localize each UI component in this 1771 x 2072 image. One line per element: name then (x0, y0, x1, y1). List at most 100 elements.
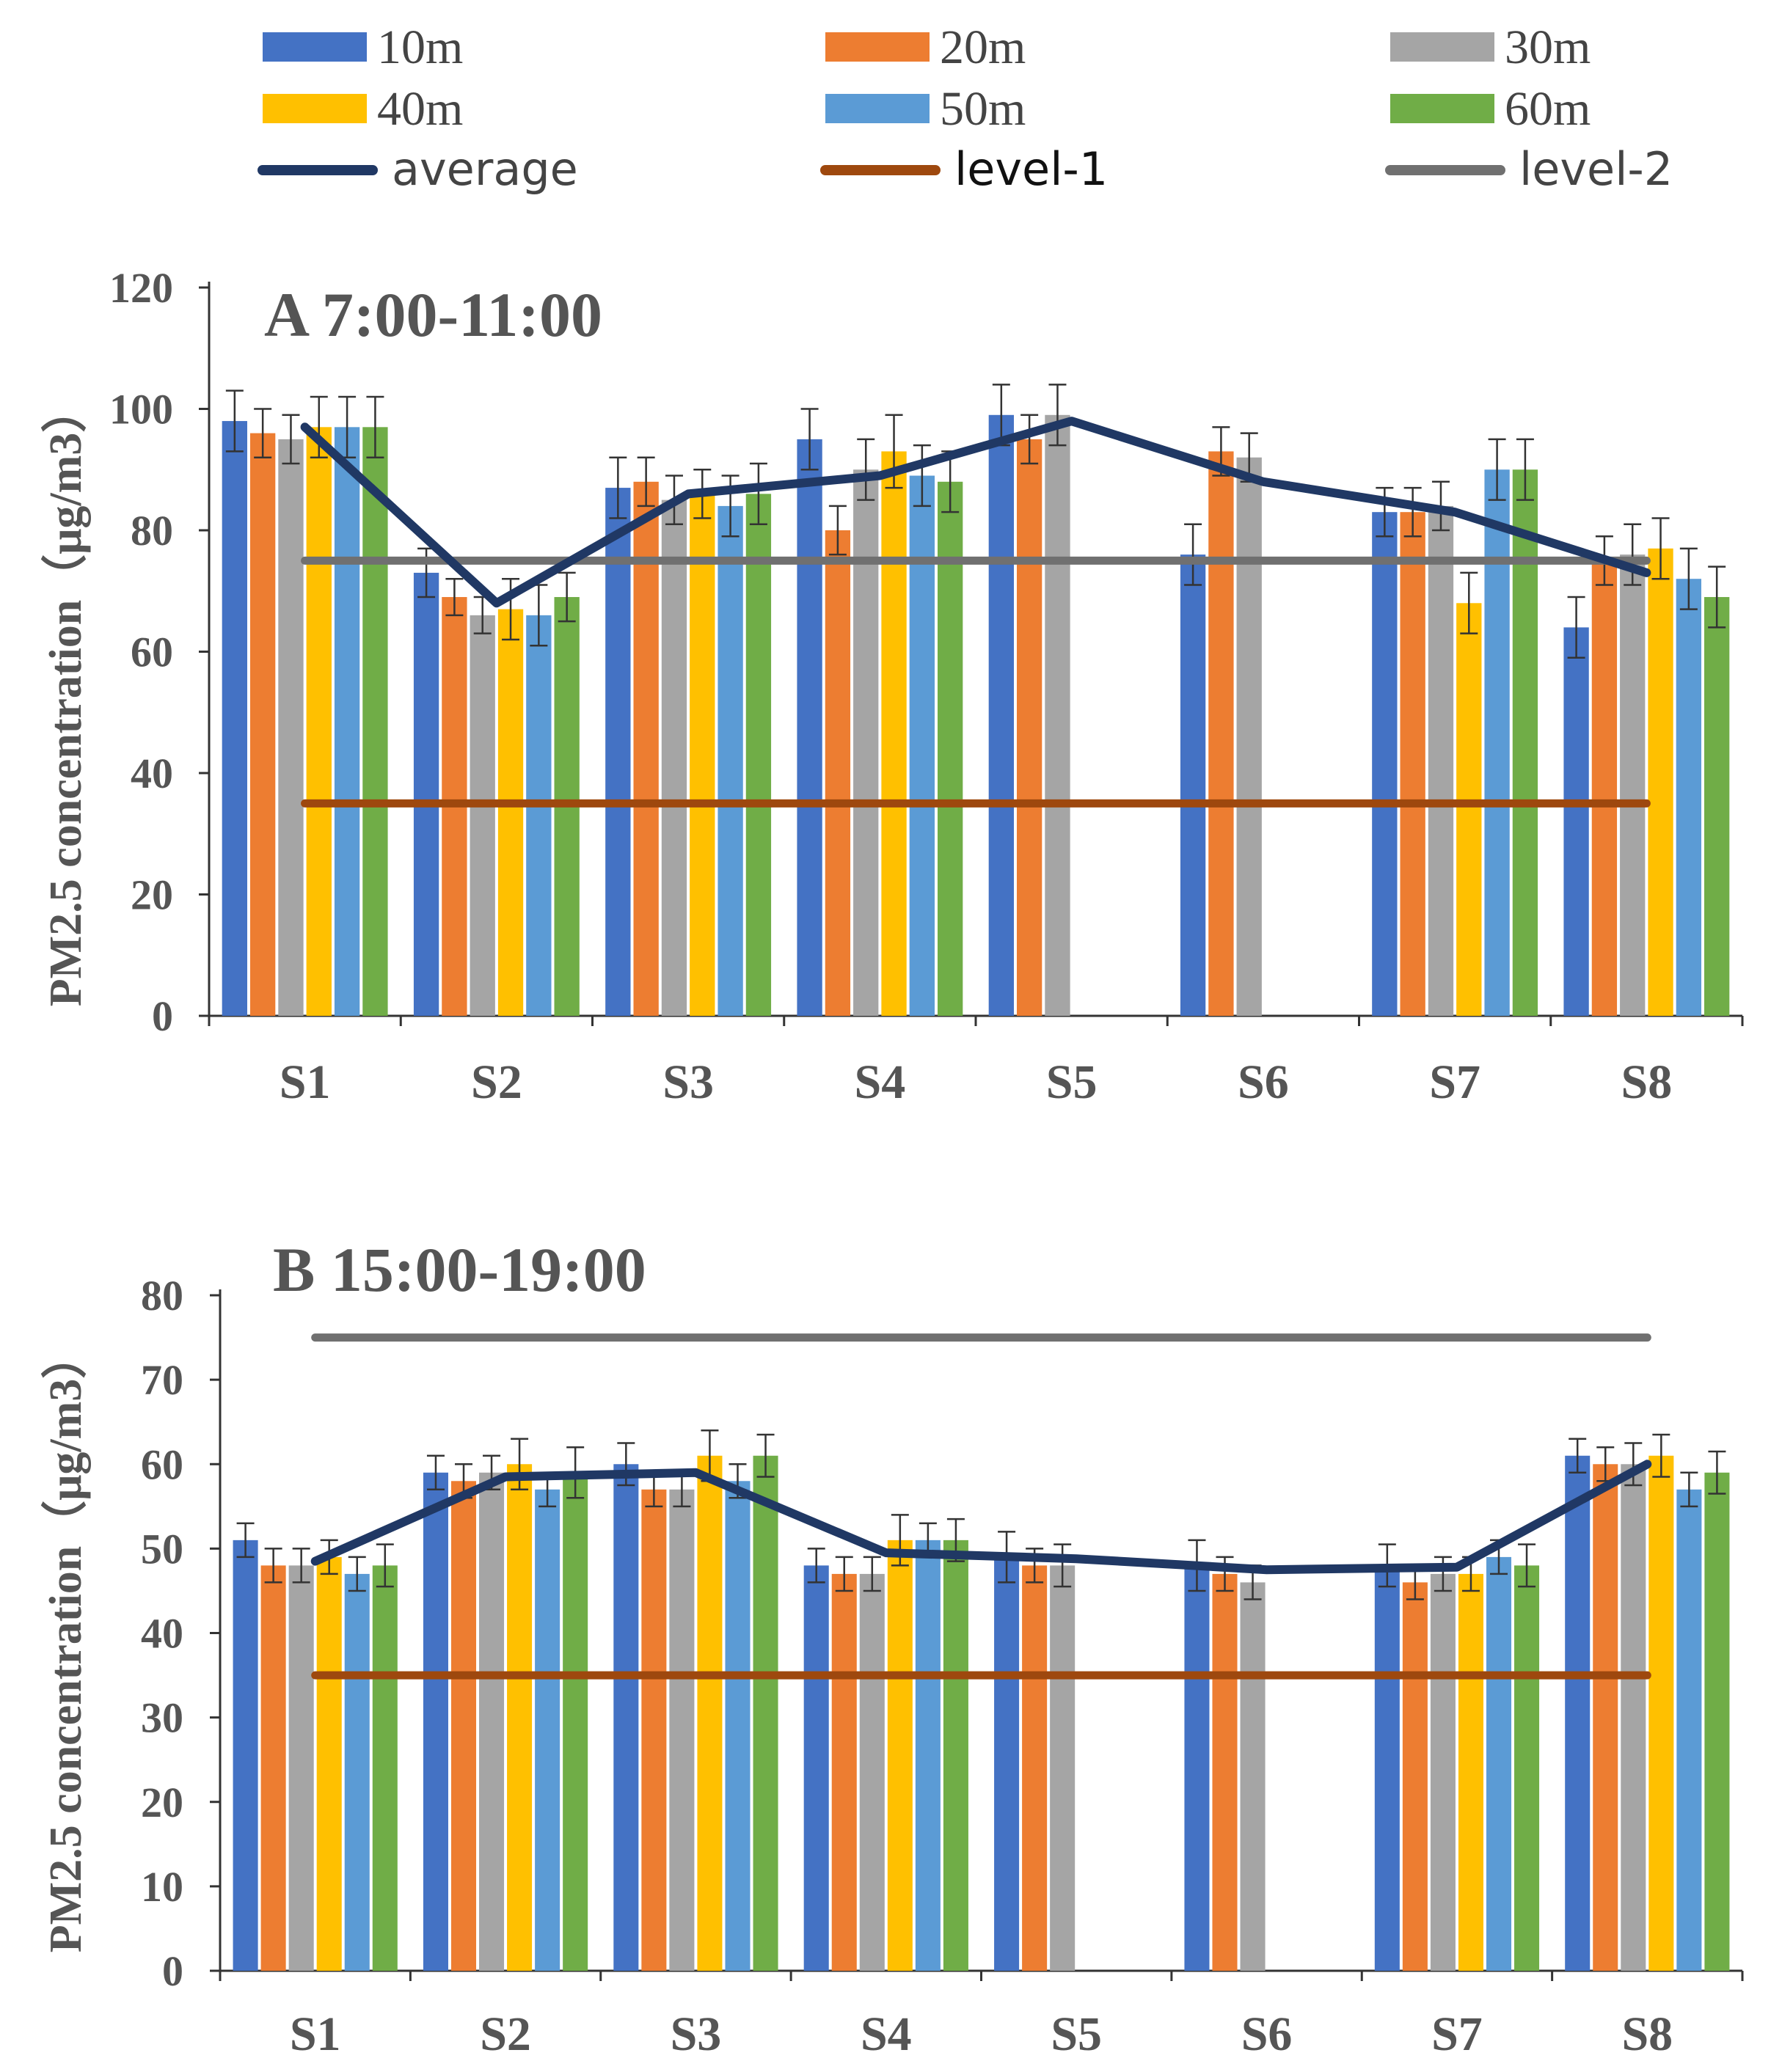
legend-40m-swatch (263, 94, 367, 123)
legend-level-2-label: level-2 (1519, 142, 1673, 196)
panel-b-bar-30m (288, 1565, 314, 1971)
panel-a-bar-20m (825, 530, 851, 1016)
panel-a-bar-40m (881, 451, 907, 1016)
panel-a-bar-40m (306, 427, 332, 1016)
panel-a-bar-60m (745, 494, 772, 1016)
panel-b-bar-30m (669, 1489, 695, 1971)
panel-b-bar-10m (1374, 1565, 1400, 1971)
panel-b-bar-50m (344, 1573, 370, 1971)
panel-b-bar-10m (613, 1464, 639, 1971)
panel-a-category-label: S2 (471, 1055, 522, 1109)
panel-b-title: B 15:00-19:00 (273, 1234, 646, 1305)
panel-b-bar-60m (943, 1540, 968, 1971)
panel-b-bar-60m (563, 1472, 588, 1971)
panel-a-ytick-label: 80 (131, 507, 173, 554)
panel-a-bar-30m (1236, 457, 1262, 1016)
panel-b-category-label: S7 (1431, 2007, 1483, 2061)
panel-b-bar-20m (1212, 1573, 1238, 1971)
panel-b-bar-30m (859, 1573, 885, 1971)
panel-b-bar-10m (1184, 1565, 1210, 1971)
legend: 10m 20m 30m 40m 50m 60m average level-1 level-2 (258, 21, 1673, 196)
panel-b-bar-10m (233, 1540, 258, 1971)
panel-a-bar-10m (797, 439, 822, 1016)
panel-b-bar-50m (535, 1489, 560, 1971)
legend-60m-swatch (1390, 94, 1494, 123)
panel-a-bar-50m (1676, 579, 1702, 1016)
legend-50m-label: 50m (940, 82, 1026, 136)
panel-a-bar-30m (470, 615, 495, 1016)
panel-b-bar-10m (803, 1565, 829, 1971)
panel-b-category-label: S2 (480, 2007, 531, 2061)
panel-a-bar-60m (1704, 597, 1730, 1016)
panel-b-bar-20m (450, 1481, 477, 1971)
panel-b-bar-40m (1458, 1573, 1483, 1971)
panel-b-bar-30m (479, 1472, 505, 1971)
panel-b-bar-60m (753, 1455, 778, 1971)
panel-b-ytick-label: 0 (162, 1947, 183, 1995)
panel-b-ytick-label: 40 (141, 1610, 183, 1658)
panel-b-bar-40m (316, 1556, 342, 1971)
panel-b: B 15:00-19:00 PM2.5 concentration（μg/m3）… (40, 1234, 1744, 2061)
panel-b-ylabel-text: PM2.5 concentration（μg/m3） (40, 1333, 91, 1952)
panel-a-bar-60m (1512, 469, 1538, 1016)
panel-a-category-label: S4 (855, 1055, 906, 1109)
panel-b-category-label: S3 (671, 2007, 722, 2061)
panel-b-bar-10m (994, 1556, 1020, 1971)
panel-a-bar-30m (1620, 554, 1646, 1016)
panel-b-ytick-label: 50 (141, 1525, 183, 1573)
panel-b-bar-50m (1676, 1489, 1702, 1971)
panel-b-bar-20m (1402, 1582, 1428, 1971)
panel-b-bar-10m (423, 1472, 448, 1971)
panel-a-bar-10m (1180, 554, 1206, 1016)
panel-a-bar-40m (690, 494, 715, 1016)
panel-b-category-label: S1 (290, 2007, 341, 2061)
panel-a-bar-60m (362, 427, 388, 1016)
panel-a-bar-20m (633, 481, 659, 1016)
panel-b-ytick-label: 30 (141, 1694, 183, 1742)
panel-b-bar-40m (697, 1455, 723, 1971)
panel-a-category-label: S1 (280, 1055, 331, 1109)
legend-20m-swatch (825, 32, 930, 62)
panel-a-bar-50m (909, 475, 935, 1016)
panel-b-bar-50m (725, 1481, 751, 1971)
panel-b-bar-20m (641, 1489, 667, 1971)
panel-b-bar-20m (1022, 1565, 1048, 1971)
panel-a-bar-20m (1400, 512, 1425, 1016)
panel-b-bar-20m (260, 1565, 286, 1971)
legend-10m-label: 10m (377, 21, 463, 74)
legend-10m-swatch (263, 32, 367, 62)
panel-b-ytick-label: 70 (141, 1356, 183, 1404)
panel-a-bar-30m (1428, 505, 1454, 1016)
panel-a-bar-10m (1372, 512, 1398, 1016)
legend-50m-swatch (825, 94, 930, 123)
panel-b-bar-60m (1704, 1472, 1730, 1971)
panel-a-bar-40m (1456, 603, 1482, 1016)
panel-a-title: A 7:00-11:00 (264, 279, 602, 350)
panel-a-bar-20m (1016, 439, 1042, 1016)
panel-a-bar-10m (605, 488, 631, 1016)
panel-b-ylabel: PM2.5 concentration（μg/m3） (40, 1333, 91, 1952)
panel-b-ytick-label: 60 (141, 1440, 183, 1488)
panel-a-ytick-label: 120 (109, 264, 173, 312)
panel-a-bar-20m (1591, 560, 1618, 1016)
panel-b-bar-30m (1050, 1565, 1076, 1971)
legend-level-1-label: level-1 (954, 142, 1108, 196)
panel-a-bar-30m (661, 499, 687, 1016)
panel-b-bar-50m (915, 1540, 941, 1971)
panel-a-ylabel: PM2.5 concentration（μg/m3） (40, 387, 91, 1006)
panel-a-category-label: S7 (1429, 1055, 1480, 1109)
panel-b-ytick-label: 80 (141, 1272, 183, 1319)
panel-a-ytick-label: 60 (131, 629, 173, 676)
panel-b-ytick-label: 10 (141, 1863, 183, 1911)
panel-a-bar-50m (717, 505, 743, 1016)
panel-b-line-average (310, 1460, 1652, 1575)
panel-b-bar-60m (1514, 1565, 1540, 1971)
legend-20m-label: 20m (940, 21, 1026, 74)
panel-b-bar-40m (507, 1464, 533, 1971)
panel-a-bar-50m (1484, 469, 1510, 1016)
panel-a-category-label: S5 (1046, 1055, 1098, 1109)
legend-40m-label: 40m (377, 82, 463, 136)
panel-a-bar-20m (1208, 451, 1234, 1016)
panel-b-bar-20m (831, 1573, 857, 1971)
